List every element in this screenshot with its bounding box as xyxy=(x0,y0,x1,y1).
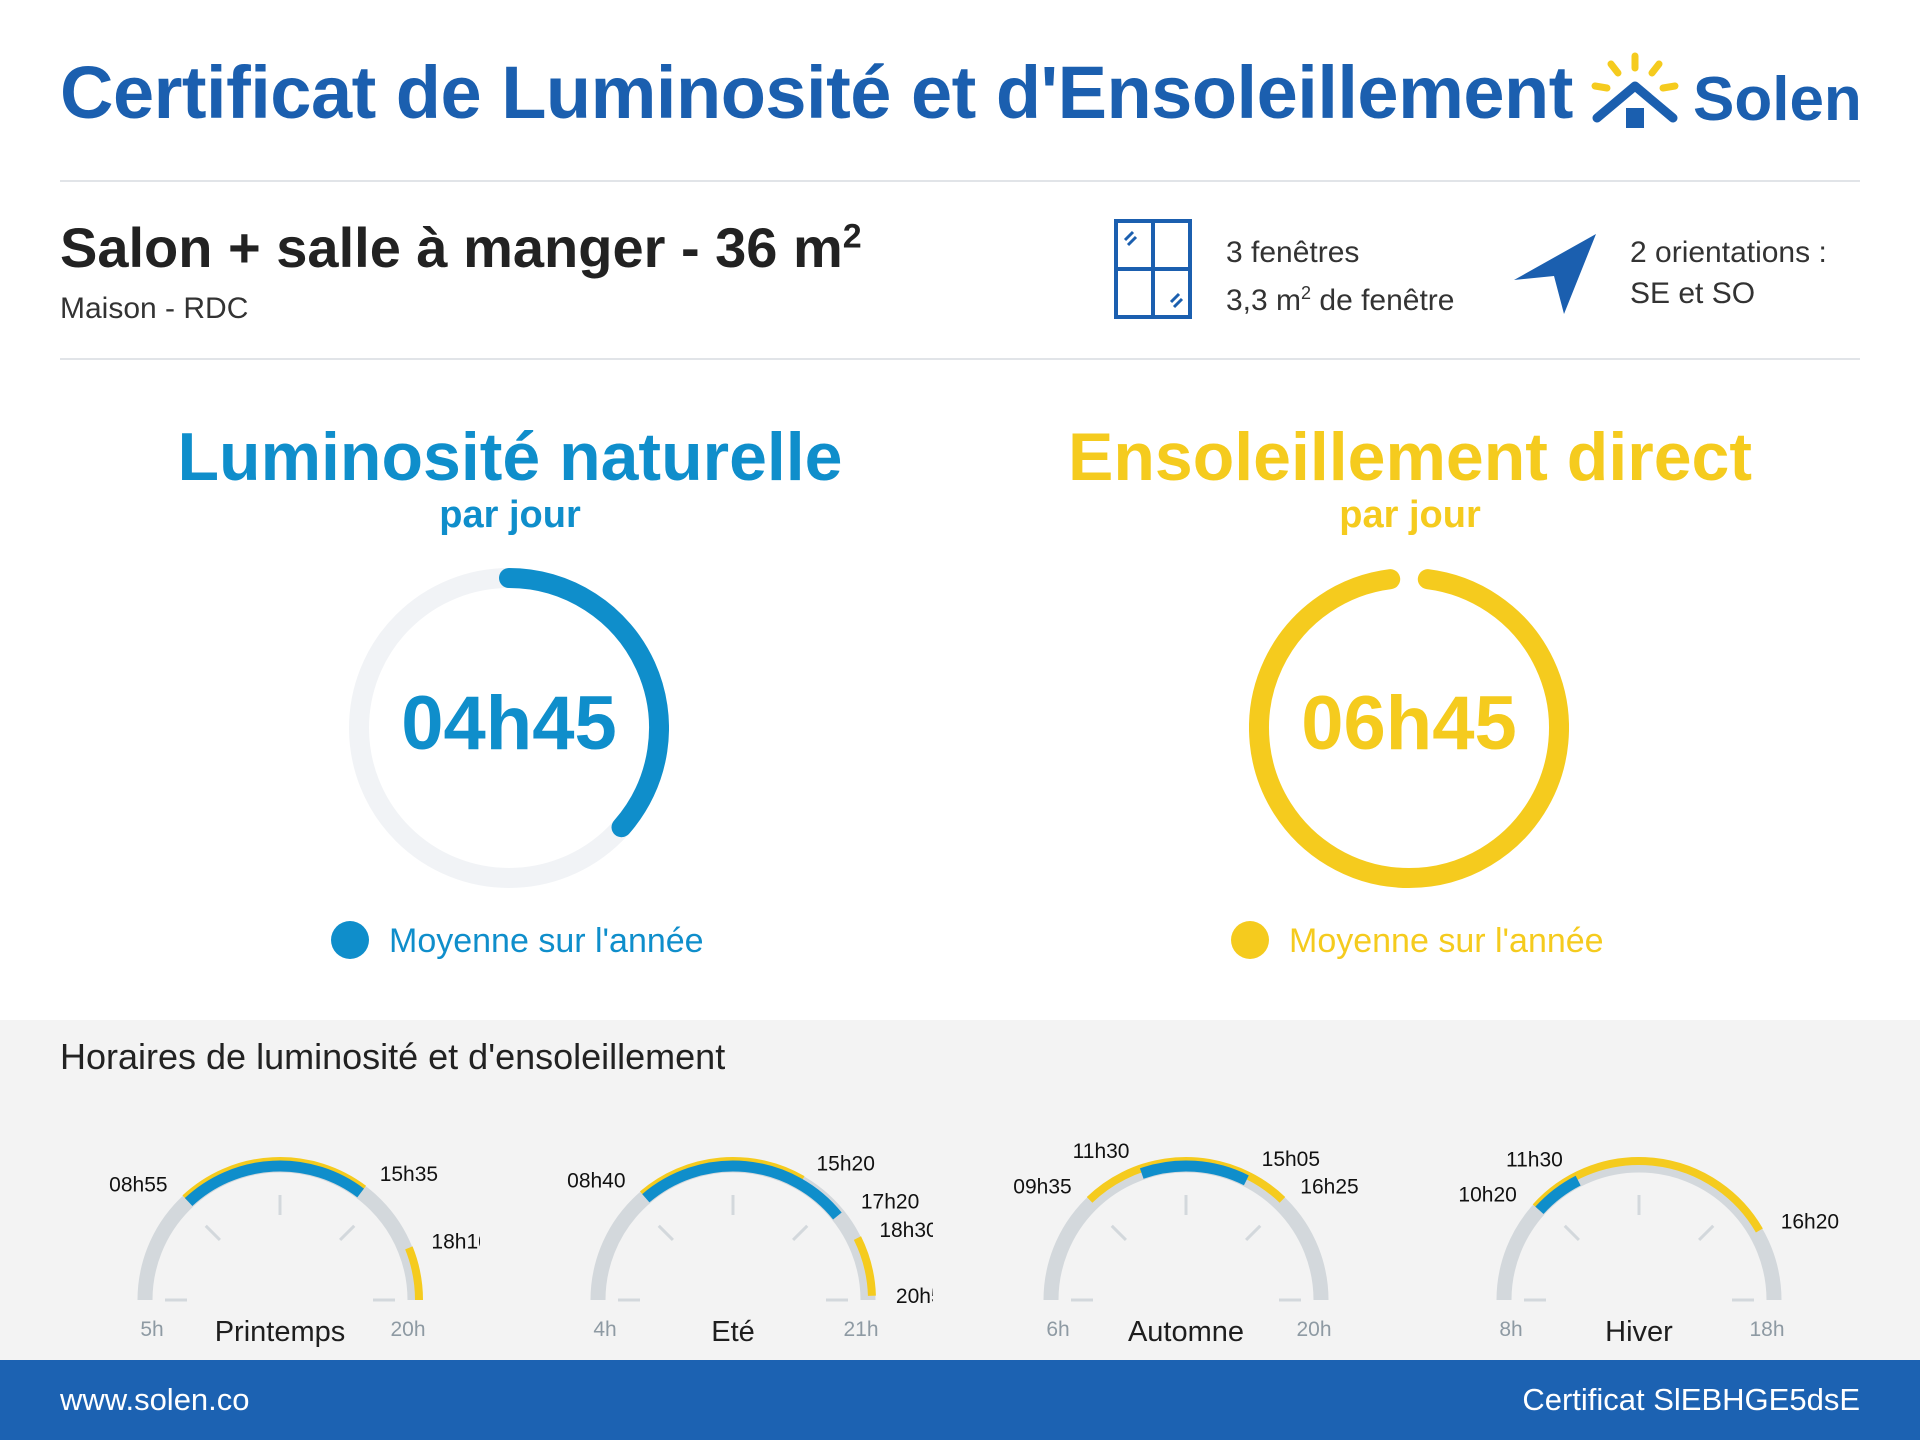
orientations-info: 2 orientations : SE et SO xyxy=(1630,232,1827,314)
schedule-title: Horaires de luminosité et d'ensoleilleme… xyxy=(60,1036,726,1077)
legend-label: Moyenne sur l'année xyxy=(1289,922,1604,960)
window-icon xyxy=(1114,219,1192,319)
time-label: 16h25 xyxy=(1300,1175,1358,1198)
schedule-panel xyxy=(0,1020,1920,1360)
brand-name: Solen xyxy=(1693,65,1862,134)
gauge-tick xyxy=(1563,1224,1580,1241)
sunshine-subtitle: par jour xyxy=(1339,494,1481,536)
time-label: 15h20 xyxy=(816,1152,874,1175)
time-label: 11h30 xyxy=(1073,1140,1130,1163)
website-link[interactable]: www.solen.co xyxy=(60,1382,250,1417)
gauge-arc xyxy=(1249,569,1569,888)
range-start-label: 5h xyxy=(140,1318,163,1341)
gauge-arc xyxy=(499,568,669,838)
page-title: Certificat de Luminosité et d'Ensoleille… xyxy=(60,51,1573,134)
navigation-arrow-icon xyxy=(1514,234,1596,314)
luminosity-subtitle: par jour xyxy=(439,494,581,536)
room-unit-exponent: 2 xyxy=(842,217,862,256)
gauge-tick xyxy=(1245,1224,1262,1241)
season-gauge-ete: 08h40 15h20 17h20 18h30 20h50 4h 21h Eté xyxy=(567,1152,933,1348)
season-name: Eté xyxy=(711,1316,755,1348)
sunshine-segment xyxy=(405,1246,423,1301)
time-label: 18h30 xyxy=(879,1219,933,1242)
time-label: 17h20 xyxy=(861,1190,919,1213)
gauge-tick xyxy=(1698,1224,1715,1241)
luminosity-segment xyxy=(184,1160,364,1207)
windows-area: 3,3 m2 de fenêtre xyxy=(1226,273,1454,321)
room-title: Salon + salle à manger - 36 m2 xyxy=(60,215,862,280)
sunshine-segment xyxy=(853,1236,876,1296)
time-label: 08h40 xyxy=(567,1169,625,1192)
luminosity-segment xyxy=(642,1160,842,1220)
windows-area-value: 3,3 m xyxy=(1226,284,1302,317)
sun-house-icon xyxy=(1591,52,1679,128)
gauge-track xyxy=(137,1157,423,1301)
windows-area-exponent: 2 xyxy=(1301,283,1312,303)
gauge-tick xyxy=(339,1224,356,1241)
sunshine-segment xyxy=(1246,1172,1286,1203)
time-label: 16h20 xyxy=(1781,1210,1839,1233)
time-label: 10h20 xyxy=(1458,1184,1516,1207)
luminosity-legend: Moyenne sur l'année xyxy=(331,921,704,962)
windows-area-suffix: de fenêtre xyxy=(1311,284,1455,317)
gauge-tick xyxy=(657,1224,674,1241)
legend-dot xyxy=(1231,921,1269,960)
divider xyxy=(60,358,1860,360)
season-name: Printemps xyxy=(215,1316,346,1348)
time-label: 18h10 xyxy=(431,1230,480,1253)
range-end-label: 21h xyxy=(843,1318,878,1341)
legend-dot xyxy=(331,921,369,960)
season-name: Automne xyxy=(1128,1316,1244,1348)
time-label: 08h55 xyxy=(109,1174,167,1197)
gauge-tick xyxy=(204,1224,221,1241)
season-gauge-hiver: 10h20 11h30 16h20 8h 18h Hiver xyxy=(1458,1148,1839,1348)
sunshine-legend: Moyenne sur l'année xyxy=(1231,921,1604,962)
divider xyxy=(60,180,1860,182)
orientations-label: 2 orientations : xyxy=(1630,236,1827,269)
range-start-label: 6h xyxy=(1046,1318,1069,1341)
time-label: 11h30 xyxy=(1506,1148,1563,1171)
range-start-label: 4h xyxy=(593,1318,616,1341)
luminosity-segment xyxy=(1535,1175,1581,1215)
range-end-label: 20h xyxy=(390,1318,425,1341)
time-label: 15h35 xyxy=(380,1163,438,1186)
gauge-track xyxy=(590,1157,876,1301)
certificate-id: Certificat SlEBHGE5dsE xyxy=(1522,1382,1860,1417)
luminosity-segment xyxy=(1139,1160,1249,1186)
windows-info: 3 fenêtres 3,3 m2 de fenêtre xyxy=(1226,232,1454,321)
time-label: 20h50 xyxy=(896,1285,933,1308)
sunshine-value: 06h45 xyxy=(1301,681,1517,766)
time-label: 15h05 xyxy=(1262,1148,1320,1171)
gauge-track xyxy=(1496,1157,1782,1301)
gauge-track xyxy=(1043,1157,1329,1301)
season-gauge-printemps: 08h55 15h35 18h10 5h 20h Printemps xyxy=(109,1157,480,1348)
range-end-label: 18h xyxy=(1749,1318,1784,1341)
gauge-tick xyxy=(792,1224,809,1241)
room-location: Maison - RDC xyxy=(60,292,249,325)
luminosity-title: Luminosité naturelle xyxy=(177,419,843,495)
gauge-tick xyxy=(1110,1224,1127,1241)
legend-label: Moyenne sur l'année xyxy=(389,922,704,960)
sunshine-title: Ensoleillement direct xyxy=(1068,419,1752,495)
footer xyxy=(0,1360,1920,1440)
brand-logo[interactable]: Solen xyxy=(1585,48,1865,138)
time-label: 09h35 xyxy=(1013,1175,1071,1198)
range-start-label: 8h xyxy=(1499,1318,1522,1341)
luminosity-gauge xyxy=(349,568,669,888)
orientations-value: SE et SO xyxy=(1630,277,1756,310)
season-name: Hiver xyxy=(1605,1316,1673,1348)
range-end-label: 20h xyxy=(1296,1318,1331,1341)
windows-count: 3 fenêtres xyxy=(1226,236,1360,269)
luminosity-value: 04h45 xyxy=(401,681,617,766)
sunshine-gauge xyxy=(1249,569,1569,888)
room-name: Salon + salle à manger - 36 m xyxy=(60,216,843,279)
